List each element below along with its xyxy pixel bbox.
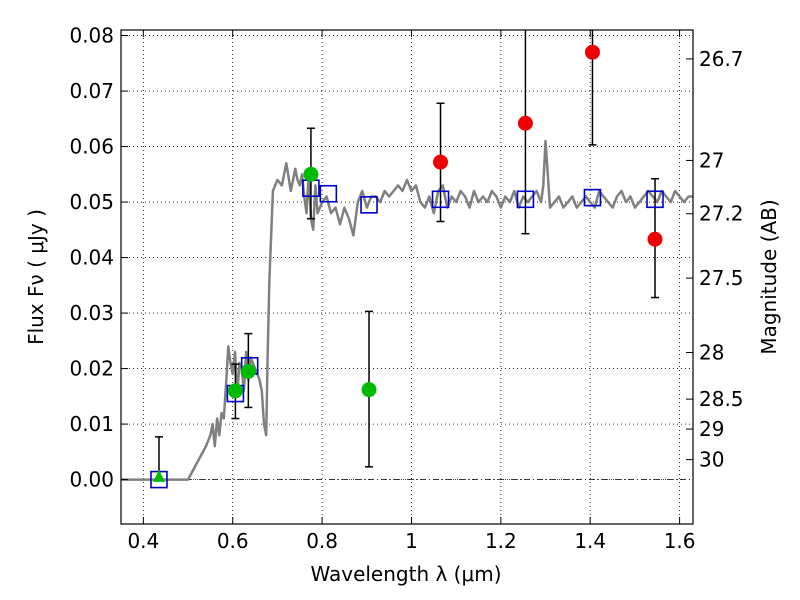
y-tick-label: 0.05 xyxy=(69,190,114,214)
y-tick-label: 0.04 xyxy=(69,246,114,270)
green-flux-point xyxy=(303,166,319,182)
x-tick-label: 0.6 xyxy=(217,529,249,553)
y2-tick-label: 27 xyxy=(699,148,724,172)
x-axis-label: Wavelength λ (μm) xyxy=(310,562,501,586)
photometry-square xyxy=(319,184,338,203)
photometry-square xyxy=(583,188,602,207)
y-tick-label: 0.02 xyxy=(69,357,114,381)
red-flux-point xyxy=(647,231,663,247)
y2-tick-label: 30 xyxy=(699,448,724,472)
green-flux-point xyxy=(361,382,377,398)
red-flux-point xyxy=(517,115,533,131)
y2-tick-label: 29 xyxy=(699,417,724,441)
model-spectrum-line xyxy=(121,139,693,481)
x-tick-label: 0.4 xyxy=(127,529,159,553)
plot-frame xyxy=(120,29,694,525)
x-tick-label: 0.8 xyxy=(306,529,338,553)
photometry-square xyxy=(360,196,378,214)
errorbar-layer xyxy=(154,30,660,481)
y-tick-label: 0.03 xyxy=(69,301,114,325)
red-flux-point xyxy=(433,154,449,170)
red-flux-point xyxy=(584,44,600,60)
photometry-square xyxy=(646,190,664,209)
y2-tick-label: 27.5 xyxy=(699,266,744,290)
marker-layer xyxy=(150,44,664,489)
y2-tick-label: 27.2 xyxy=(699,202,744,226)
tick-layer: 0.4 0.6 0.8 1 1.2 1.4 1.6 0.00 0.01 0.02 0.03 0.04 0… xyxy=(69,24,743,553)
y-tick-label: 0.06 xyxy=(69,135,114,159)
y2-axis-label: Magnitude (AB) xyxy=(757,199,781,354)
green-flux-point xyxy=(227,383,243,399)
x-tick-label: 1.2 xyxy=(485,529,517,553)
y2-tick-label: 28 xyxy=(699,340,724,364)
y2-tick-label: 26.7 xyxy=(699,47,744,71)
y-axis-label: Flux Fν ( μJy ) xyxy=(24,209,48,345)
x-tick-label: 1.6 xyxy=(664,529,696,553)
green-flux-point xyxy=(240,363,256,379)
x-tick-label: 1 xyxy=(405,529,418,553)
y-tick-label: 0.07 xyxy=(69,79,114,103)
green-upper-limit-triangle xyxy=(152,469,165,482)
model-spectrum-layer xyxy=(121,139,693,481)
photometry-square xyxy=(516,190,535,209)
y-tick-label: 0.01 xyxy=(69,412,114,436)
x-tick-label: 1.4 xyxy=(574,529,606,553)
grid-lines xyxy=(121,30,693,524)
photometry-square xyxy=(431,190,450,209)
y2-tick-label: 28.5 xyxy=(699,387,744,411)
y-tick-label: 0.08 xyxy=(69,24,114,48)
y-tick-label: 0.00 xyxy=(69,468,114,492)
